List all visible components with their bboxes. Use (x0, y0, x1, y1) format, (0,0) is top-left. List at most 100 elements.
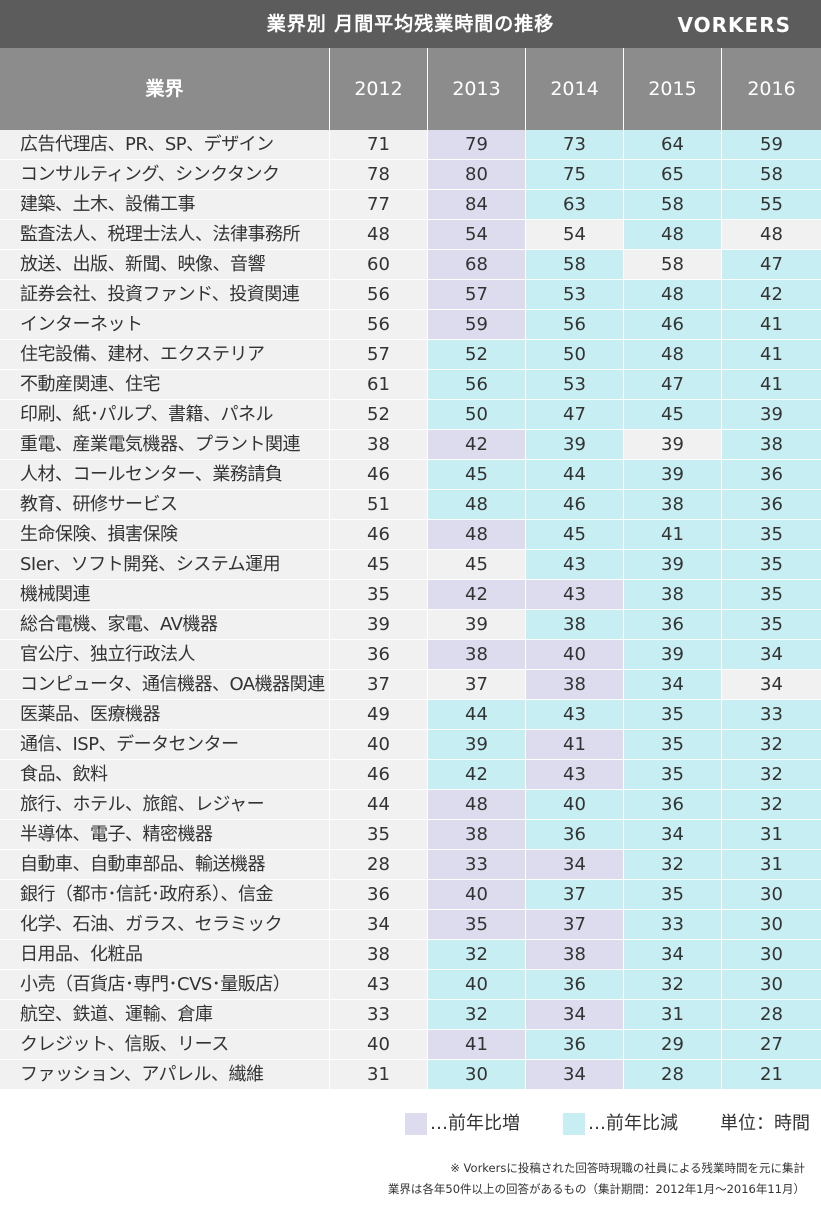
column-header-2012: 2012 (329, 48, 427, 130)
brand-logo: VORKERS (677, 13, 791, 37)
value-cell-2013: 68 (427, 250, 525, 279)
value-cell-2015: 46 (623, 310, 721, 339)
value-cell-2014: 43 (525, 550, 623, 579)
legend-label-increase: …前年比増 (430, 1113, 520, 1134)
industry-name-cell: 食品、飲料 (0, 760, 329, 789)
table-row: 小売（百貨店･専門･CVS･量販店） 43 40 36 32 30 (0, 970, 821, 1000)
column-header-industry: 業界 (145, 78, 184, 100)
value-cell-2012: 33 (329, 1000, 427, 1029)
value-cell-2013: 42 (427, 580, 525, 609)
footnote-1: ※ Vorkersに投稿された回答時現職の社員による残業時間を元に集計 (450, 1161, 805, 1175)
industry-name-cell: インターネット (0, 310, 329, 339)
table-header: 業界 2012 2013 2014 2015 2016 (0, 48, 821, 130)
value-cell-2016: 27 (721, 1030, 821, 1059)
table-row: 航空、鉄道、運輸、倉庫 33 32 34 31 28 (0, 1000, 821, 1030)
value-cell-2014: 37 (525, 910, 623, 939)
value-cell-2013: 50 (427, 400, 525, 429)
industry-name-cell: 旅行、ホテル、旅館、レジャー (0, 790, 329, 819)
value-cell-2013: 39 (427, 610, 525, 639)
industry-name-cell: 航空、鉄道、運輸、倉庫 (0, 1000, 329, 1029)
table-row: 銀行（都市･信託･政府系）、信金 36 40 37 35 30 (0, 880, 821, 910)
value-cell-2016: 58 (721, 160, 821, 189)
value-cell-2013: 59 (427, 310, 525, 339)
value-cell-2016: 34 (721, 640, 821, 669)
value-cell-2012: 71 (329, 130, 427, 159)
table-row: 不動産関連、住宅 61 56 53 47 41 (0, 370, 821, 400)
value-cell-2015: 39 (623, 550, 721, 579)
value-cell-2014: 47 (525, 400, 623, 429)
table-row: 自動車、自動車部品、輸送機器 28 33 34 32 31 (0, 850, 821, 880)
value-cell-2016: 32 (721, 790, 821, 819)
value-cell-2012: 60 (329, 250, 427, 279)
industry-name-cell: 半導体、電子、精密機器 (0, 820, 329, 849)
value-cell-2015: 29 (623, 1030, 721, 1059)
value-cell-2016: 48 (721, 220, 821, 249)
value-cell-2013: 84 (427, 190, 525, 219)
industry-name-cell: コンサルティング、シンクタンク (0, 160, 329, 189)
industry-name-cell: 総合電機、家電、AV機器 (0, 610, 329, 639)
value-cell-2013: 44 (427, 700, 525, 729)
value-cell-2013: 32 (427, 1000, 525, 1029)
value-cell-2015: 34 (623, 820, 721, 849)
value-cell-2012: 48 (329, 220, 427, 249)
value-cell-2012: 61 (329, 370, 427, 399)
industry-name-cell: 重電、産業電気機器、プラント関連 (0, 430, 329, 459)
value-cell-2013: 42 (427, 430, 525, 459)
value-cell-2014: 53 (525, 370, 623, 399)
value-cell-2015: 31 (623, 1000, 721, 1029)
value-cell-2012: 49 (329, 700, 427, 729)
value-cell-2016: 30 (721, 940, 821, 969)
column-header-2014: 2014 (525, 48, 623, 130)
industry-name-cell: 不動産関連、住宅 (0, 370, 329, 399)
industry-name-cell: クレジット、信販、リース (0, 1030, 329, 1059)
value-cell-2014: 58 (525, 250, 623, 279)
value-cell-2016: 30 (721, 910, 821, 939)
industry-name-cell: 医薬品、医療機器 (0, 700, 329, 729)
value-cell-2012: 37 (329, 670, 427, 699)
value-cell-2014: 73 (525, 130, 623, 159)
table-row: 総合電機、家電、AV機器 39 39 38 36 35 (0, 610, 821, 640)
value-cell-2016: 30 (721, 970, 821, 999)
value-cell-2012: 36 (329, 640, 427, 669)
page-title: 業界別 月間平均残業時間の推移 (266, 13, 555, 35)
value-cell-2014: 50 (525, 340, 623, 369)
table-row: 半導体、電子、精密機器 35 38 36 34 31 (0, 820, 821, 850)
table-row: 放送、出版、新聞、映像、音響 60 68 58 58 47 (0, 250, 821, 280)
value-cell-2014: 37 (525, 880, 623, 909)
value-cell-2015: 34 (623, 670, 721, 699)
value-cell-2012: 52 (329, 400, 427, 429)
value-cell-2013: 40 (427, 880, 525, 909)
value-cell-2016: 31 (721, 850, 821, 879)
table-row: 監査法人、税理士法人、法律事務所 48 54 54 48 48 (0, 220, 821, 250)
value-cell-2013: 54 (427, 220, 525, 249)
value-cell-2015: 38 (623, 580, 721, 609)
value-cell-2013: 48 (427, 520, 525, 549)
value-cell-2014: 53 (525, 280, 623, 309)
data-table: 広告代理店、PR、SP、デザイン 71 79 73 64 59 コンサルティング、シンクタン… (0, 130, 821, 1090)
value-cell-2012: 28 (329, 850, 427, 879)
column-header-2013: 2013 (427, 48, 525, 130)
value-cell-2014: 39 (525, 430, 623, 459)
industry-name-cell: 自動車、自動車部品、輸送機器 (0, 850, 329, 879)
industry-name-cell: 監査法人、税理士法人、法律事務所 (0, 220, 329, 249)
value-cell-2016: 35 (721, 580, 821, 609)
industry-name-cell: 小売（百貨店･専門･CVS･量販店） (0, 970, 329, 999)
value-cell-2015: 48 (623, 340, 721, 369)
industry-name-cell: 住宅設備、建材、エクステリア (0, 340, 329, 369)
value-cell-2012: 38 (329, 430, 427, 459)
value-cell-2012: 46 (329, 460, 427, 489)
value-cell-2014: 38 (525, 940, 623, 969)
industry-name-cell: 官公庁、独立行政法人 (0, 640, 329, 669)
table-row: コンサルティング、シンクタンク 78 80 75 65 58 (0, 160, 821, 190)
value-cell-2015: 39 (623, 640, 721, 669)
industry-name-cell: 人材、コールセンター、業務請負 (0, 460, 329, 489)
value-cell-2013: 38 (427, 640, 525, 669)
table-row: 広告代理店、PR、SP、デザイン 71 79 73 64 59 (0, 130, 821, 160)
table-row: 住宅設備、建材、エクステリア 57 52 50 48 41 (0, 340, 821, 370)
value-cell-2012: 36 (329, 880, 427, 909)
value-cell-2016: 38 (721, 430, 821, 459)
industry-name-cell: 印刷、紙･パルプ、書籍、パネル (0, 400, 329, 429)
value-cell-2012: 56 (329, 280, 427, 309)
value-cell-2012: 45 (329, 550, 427, 579)
unit-label: 単位：時間 (720, 1113, 810, 1134)
